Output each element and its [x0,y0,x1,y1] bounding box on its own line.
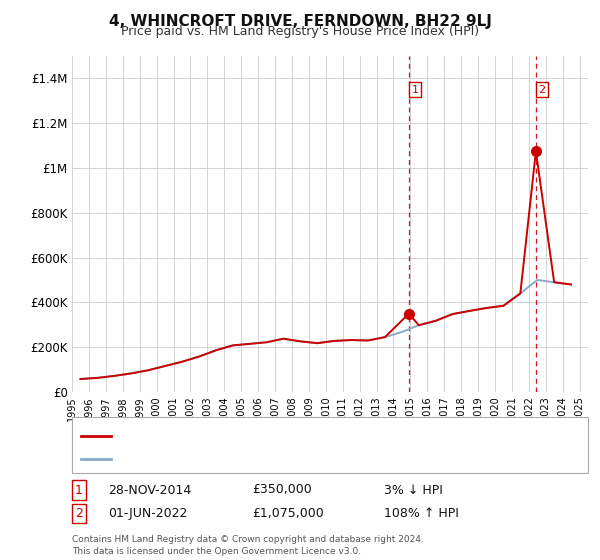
Text: HPI: Average price, detached house, Dorset: HPI: Average price, detached house, Dors… [117,454,360,464]
Text: This data is licensed under the Open Government Licence v3.0.: This data is licensed under the Open Gov… [72,547,361,556]
Text: £350,000: £350,000 [252,483,312,497]
Text: 4, WHINCROFT DRIVE, FERNDOWN, BH22 9LJ (detached house): 4, WHINCROFT DRIVE, FERNDOWN, BH22 9LJ (… [117,431,469,441]
Text: 4, WHINCROFT DRIVE, FERNDOWN, BH22 9LJ: 4, WHINCROFT DRIVE, FERNDOWN, BH22 9LJ [109,14,491,29]
Text: 1: 1 [412,85,418,95]
Text: 108% ↑ HPI: 108% ↑ HPI [384,507,459,520]
Text: £1,075,000: £1,075,000 [252,507,324,520]
Text: 1: 1 [75,483,83,497]
Text: 01-JUN-2022: 01-JUN-2022 [108,507,187,520]
Text: 3% ↓ HPI: 3% ↓ HPI [384,483,443,497]
Text: 28-NOV-2014: 28-NOV-2014 [108,483,191,497]
Text: Price paid vs. HM Land Registry's House Price Index (HPI): Price paid vs. HM Land Registry's House … [121,25,479,38]
Text: Contains HM Land Registry data © Crown copyright and database right 2024.: Contains HM Land Registry data © Crown c… [72,535,424,544]
Text: 2: 2 [75,507,83,520]
Text: 2: 2 [538,85,545,95]
